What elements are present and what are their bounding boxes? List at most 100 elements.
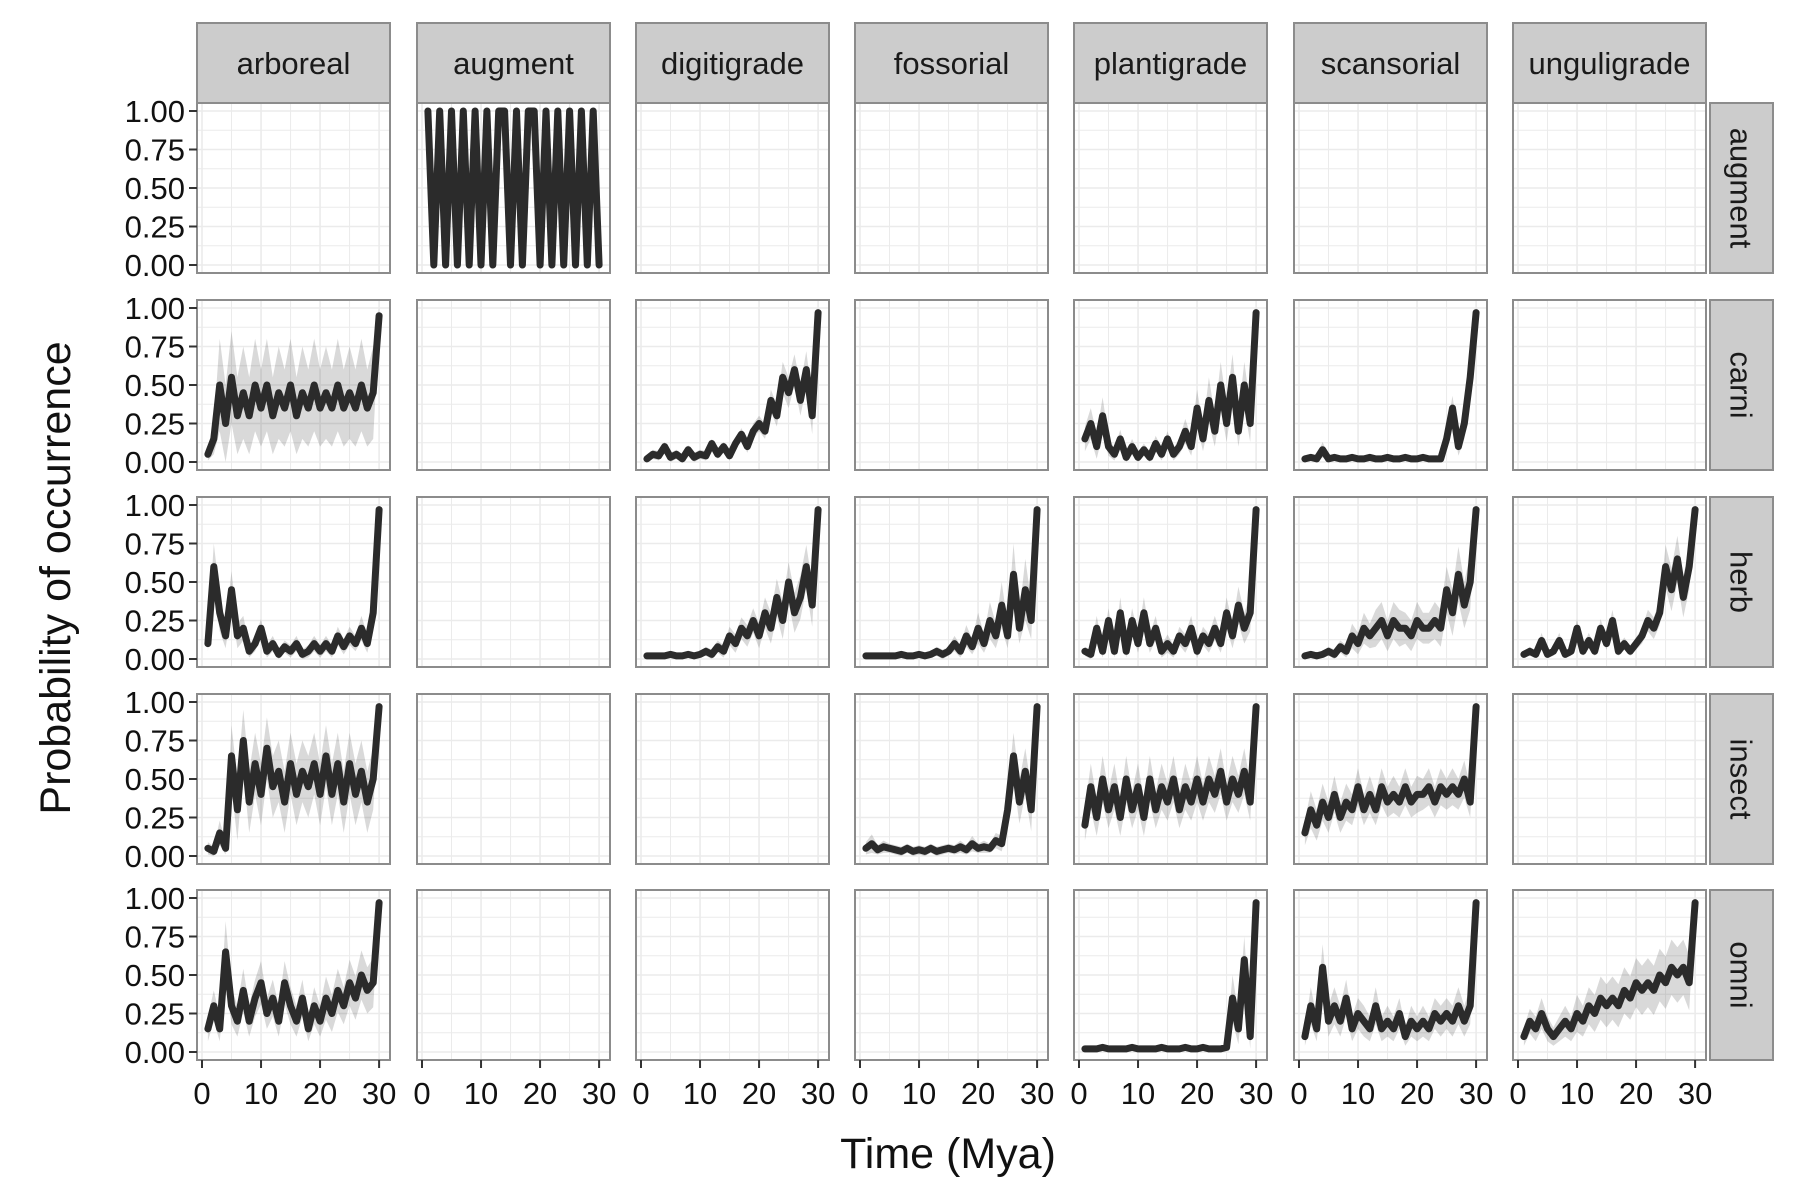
panel-border xyxy=(416,889,611,1061)
panel-border xyxy=(1512,693,1707,865)
column-strip-label: plantigrade xyxy=(1094,46,1247,81)
panel-border xyxy=(635,496,830,668)
y-axis-title: Probability of occurrence xyxy=(32,341,80,814)
panel-border xyxy=(1293,693,1488,865)
panel-border xyxy=(1293,299,1488,471)
series-band-omni-plantigrade xyxy=(1084,898,1257,1052)
series-line-omni-plantigrade xyxy=(1081,899,1260,1053)
panel-border xyxy=(635,693,830,865)
panel-border xyxy=(854,693,1049,865)
x-tick-label: 30 xyxy=(1459,1076,1493,1111)
panel-border xyxy=(1073,889,1268,1061)
y-tick-label: 0.25 xyxy=(125,407,185,442)
y-tick-label: 0.00 xyxy=(125,248,185,283)
x-tick-label: 10 xyxy=(464,1076,498,1111)
series-line-carni-arboreal xyxy=(204,312,383,458)
x-tick-label: 0 xyxy=(1509,1076,1526,1111)
column-strip-augment xyxy=(416,22,611,104)
y-tick-label: 0.75 xyxy=(125,330,185,365)
x-tick-label: 10 xyxy=(1121,1076,1155,1111)
y-tick-label: 0.50 xyxy=(125,762,185,797)
y-tick-label: 0.50 xyxy=(125,171,185,206)
series-band-herb-unguligrade xyxy=(1523,505,1696,658)
x-tick-label: 10 xyxy=(1341,1076,1375,1111)
series-band-herb-arboreal xyxy=(207,505,380,659)
series-line-insect-scansorial xyxy=(1301,703,1480,837)
x-tick-label: 10 xyxy=(244,1076,278,1111)
series-line-omni-arboreal xyxy=(204,899,383,1033)
row-strip-label: insect xyxy=(1724,739,1759,820)
x-tick-label: 10 xyxy=(1560,1076,1594,1111)
row-strip-label: omni xyxy=(1724,941,1759,1008)
y-tick-label: 1.00 xyxy=(125,881,185,916)
x-tick-label: 30 xyxy=(1239,1076,1273,1111)
column-strip-label: unguligrade xyxy=(1528,46,1690,81)
column-strip-label: augment xyxy=(453,46,574,81)
panel-border xyxy=(416,299,611,471)
y-tick-label: 0.50 xyxy=(125,958,185,993)
column-strip-unguligrade xyxy=(1512,22,1707,104)
panel-border xyxy=(635,889,830,1061)
x-tick-label: 30 xyxy=(1020,1076,1054,1111)
series-band-omni-unguligrade xyxy=(1523,898,1696,1046)
y-tick-label: 1.00 xyxy=(125,685,185,720)
series-line-herb-plantigrade xyxy=(1081,506,1260,658)
row-strip-label: carni xyxy=(1724,351,1759,418)
series-line-herb-scansorial xyxy=(1301,506,1480,660)
x-tick-label: 20 xyxy=(303,1076,337,1111)
row-strip-label: augment xyxy=(1724,128,1759,249)
y-tick-label: 0.00 xyxy=(125,839,185,874)
series-line-omni-unguligrade xyxy=(1520,899,1699,1041)
x-tick-label: 20 xyxy=(961,1076,995,1111)
panel-border xyxy=(416,693,611,865)
panel-border xyxy=(416,496,611,668)
panel-border xyxy=(854,889,1049,1061)
series-line-herb-fossorial xyxy=(862,506,1041,660)
x-tick-label: 10 xyxy=(902,1076,936,1111)
x-tick-label: 0 xyxy=(193,1076,210,1111)
column-strip-digitigrade xyxy=(635,22,830,104)
series-line-herb-unguligrade xyxy=(1520,506,1699,658)
panel-border xyxy=(1073,693,1268,865)
y-tick-label: 1.00 xyxy=(125,94,185,129)
x-tick-label: 20 xyxy=(523,1076,557,1111)
panel-border xyxy=(854,496,1049,668)
series-line-herb-arboreal xyxy=(204,506,383,658)
y-tick-label: 0.25 xyxy=(125,210,185,245)
panel-border xyxy=(1512,299,1707,471)
panel-border xyxy=(1512,496,1707,668)
x-tick-label: 20 xyxy=(1619,1076,1653,1111)
column-strip-scansorial xyxy=(1293,22,1488,104)
series-line-carni-plantigrade xyxy=(1081,309,1260,461)
y-tick-label: 0.75 xyxy=(125,920,185,955)
series-line-carni-scansorial xyxy=(1301,309,1480,463)
x-tick-label: 0 xyxy=(632,1076,649,1111)
row-strip-insect xyxy=(1709,693,1774,865)
column-strip-arboreal xyxy=(196,22,391,104)
column-strip-label: fossorial xyxy=(894,46,1009,81)
y-tick-label: 0.50 xyxy=(125,368,185,403)
row-strip-herb xyxy=(1709,496,1774,668)
y-tick-label: 1.00 xyxy=(125,488,185,523)
x-tick-label: 0 xyxy=(851,1076,868,1111)
panel-border xyxy=(635,299,830,471)
x-tick-label: 20 xyxy=(742,1076,776,1111)
panel-border xyxy=(1293,496,1488,668)
panel-border xyxy=(854,299,1049,471)
x-axis-title: Time (Mya) xyxy=(840,1130,1056,1178)
y-tick-label: 0.75 xyxy=(125,527,185,562)
x-tick-label: 20 xyxy=(1400,1076,1434,1111)
series-line-omni-scansorial xyxy=(1301,899,1480,1041)
column-strip-label: scansorial xyxy=(1321,46,1461,81)
x-tick-label: 20 xyxy=(1180,1076,1214,1111)
panel-border xyxy=(1073,299,1268,471)
panel-border xyxy=(1512,889,1707,1061)
series-band-insect-plantigrade xyxy=(1084,702,1257,841)
row-strip-augment xyxy=(1709,102,1774,274)
series-line-insect-arboreal xyxy=(204,703,383,855)
series-line-herb-digitigrade xyxy=(643,506,822,660)
x-tick-label: 30 xyxy=(362,1076,396,1111)
x-tick-label: 0 xyxy=(1070,1076,1087,1111)
facet-grid: arboreal augment digitigrade fossorial plant… xyxy=(125,22,1774,1111)
